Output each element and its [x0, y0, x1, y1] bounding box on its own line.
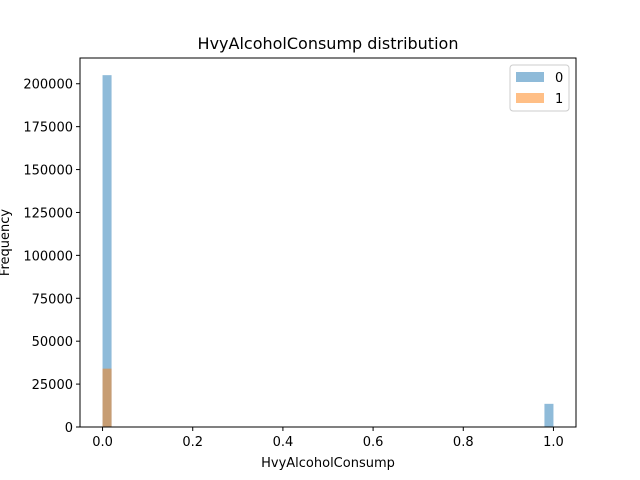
x-tick-label: 0.4 [273, 435, 294, 450]
y-tick-label: 0 [65, 421, 73, 436]
x-tick-label: 0.6 [363, 435, 384, 450]
y-tick-label: 200000 [23, 78, 73, 93]
legend-label-0: 0 [555, 71, 563, 86]
y-tick-label: 100000 [23, 249, 73, 264]
y-tick-label: 125000 [23, 206, 73, 221]
x-axis-label: HvyAlcoholConsump [261, 456, 395, 471]
plot-area-frame [79, 57, 577, 428]
x-tick-label: 0.2 [182, 435, 203, 450]
y-tick-label: 50000 [32, 335, 73, 350]
legend-label-1: 1 [555, 92, 563, 107]
y-tick-label: 75000 [32, 292, 73, 307]
bar-series-0-bin-1 [544, 403, 554, 427]
bars-layer [102, 75, 554, 428]
legend-swatch-1 [516, 93, 544, 103]
y-tick-label: 25000 [32, 378, 73, 393]
chart-title: HvyAlcoholConsump distribution [198, 34, 459, 53]
legend-swatch-0 [516, 72, 544, 82]
x-tick-label: 1.0 [543, 435, 564, 450]
y-axis-ticks: 0 25000 50000 75000 100000 125000 150000 175000… [23, 78, 80, 436]
x-tick-label: 0.0 [92, 435, 113, 450]
x-axis-ticks: 0.0 0.2 0.4 0.6 0.8 1.0 [92, 427, 564, 450]
y-tick-label: 150000 [23, 164, 73, 179]
y-axis-label: Frequency [0, 209, 13, 276]
bar-series-1-bin-0 [102, 368, 112, 427]
bar-series-0-bin-0 [102, 75, 112, 428]
y-tick-label: 175000 [23, 121, 73, 136]
x-tick-label: 0.8 [453, 435, 474, 450]
legend: 01 [509, 64, 570, 112]
